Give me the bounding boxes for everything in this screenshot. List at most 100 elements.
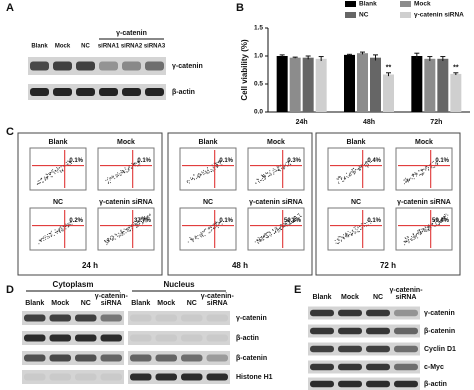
event-dot	[412, 235, 414, 237]
event-dot	[334, 240, 336, 242]
event-dot	[60, 171, 62, 173]
event-dot	[413, 173, 415, 175]
event-dot	[276, 166, 278, 168]
event-dot	[193, 178, 195, 180]
event-dot	[125, 232, 127, 234]
event-dot	[263, 234, 265, 236]
event-dot	[186, 180, 188, 182]
event-dot	[278, 228, 280, 230]
blot-band	[75, 373, 97, 381]
event-dot	[128, 169, 130, 171]
event-dot	[196, 236, 198, 238]
event-dot	[406, 236, 408, 238]
event-dot	[66, 164, 68, 166]
plot-title: γ-catenin siRNA	[249, 199, 303, 206]
legend-label: γ-catenin siRNA	[414, 12, 464, 19]
event-dot	[62, 226, 64, 228]
event-dot	[369, 220, 371, 222]
event-dot	[339, 176, 341, 178]
event-dot	[434, 166, 436, 168]
event-dot	[443, 218, 445, 220]
event-dot	[200, 174, 202, 176]
event-dot	[416, 232, 418, 234]
event-dot	[48, 174, 50, 176]
event-dot	[284, 167, 286, 169]
event-dot	[425, 169, 427, 171]
event-dot	[439, 223, 441, 225]
legend-swatch	[345, 12, 356, 18]
blot-band	[338, 363, 362, 371]
event-dot	[107, 239, 109, 241]
event-dot	[360, 169, 362, 171]
event-dot	[42, 181, 44, 183]
event-dot	[266, 173, 268, 175]
event-dot	[351, 170, 353, 172]
time-box	[17, 132, 163, 276]
event-dot	[275, 230, 277, 232]
event-dot	[346, 176, 348, 178]
event-dot	[143, 218, 145, 220]
blot-band	[366, 345, 390, 353]
event-dot	[440, 221, 442, 223]
percentage: 0.2%	[69, 218, 83, 224]
blot-band	[366, 363, 390, 371]
event-dot	[58, 167, 60, 169]
event-dot	[437, 217, 439, 219]
event-dot	[136, 223, 138, 225]
event-dot	[128, 228, 130, 230]
event-dot	[257, 180, 259, 182]
event-dot	[428, 168, 430, 170]
event-dot	[405, 241, 407, 243]
event-dot	[264, 175, 266, 177]
event-dot	[61, 168, 63, 170]
event-dot	[359, 167, 361, 169]
event-dot	[342, 238, 344, 240]
event-dot	[431, 223, 433, 225]
event-dot	[117, 232, 119, 234]
event-dot	[300, 215, 302, 217]
event-dot	[444, 217, 446, 219]
event-dot	[421, 230, 423, 232]
bar	[315, 58, 327, 112]
event-dot	[277, 228, 279, 230]
event-dot	[215, 162, 217, 164]
event-dot	[336, 238, 338, 240]
event-dot	[369, 161, 371, 163]
event-dot	[420, 168, 422, 170]
event-dot	[291, 217, 293, 219]
event-dot	[144, 217, 146, 219]
event-dot	[136, 227, 138, 229]
event-dot	[265, 234, 267, 236]
event-dot	[69, 222, 71, 224]
event-dot	[50, 176, 52, 178]
event-dot	[208, 227, 210, 229]
time-label: 48 h	[232, 261, 248, 270]
x-tick-label: 24h	[296, 119, 308, 126]
event-dot	[260, 174, 262, 176]
event-dot	[337, 239, 339, 241]
event-dot	[43, 239, 45, 241]
event-dot	[266, 234, 268, 236]
event-dot	[417, 230, 419, 232]
event-dot	[424, 230, 426, 232]
event-dot	[57, 169, 59, 171]
event-dot	[338, 243, 340, 245]
event-dot	[197, 238, 199, 240]
event-dot	[354, 226, 356, 228]
event-dot	[276, 169, 278, 171]
event-dot	[354, 172, 356, 174]
event-dot	[44, 235, 46, 237]
event-dot	[130, 229, 132, 231]
event-dot	[406, 181, 408, 183]
event-dot	[404, 238, 406, 240]
blot-band	[145, 61, 164, 71]
plot-frame	[395, 207, 453, 251]
event-dot	[346, 234, 348, 236]
blot-band	[366, 380, 390, 388]
event-dot	[275, 170, 277, 172]
event-dot	[365, 161, 367, 163]
event-dot	[337, 178, 339, 180]
event-dot	[109, 237, 111, 239]
event-dot	[110, 236, 112, 238]
event-dot	[263, 175, 265, 177]
